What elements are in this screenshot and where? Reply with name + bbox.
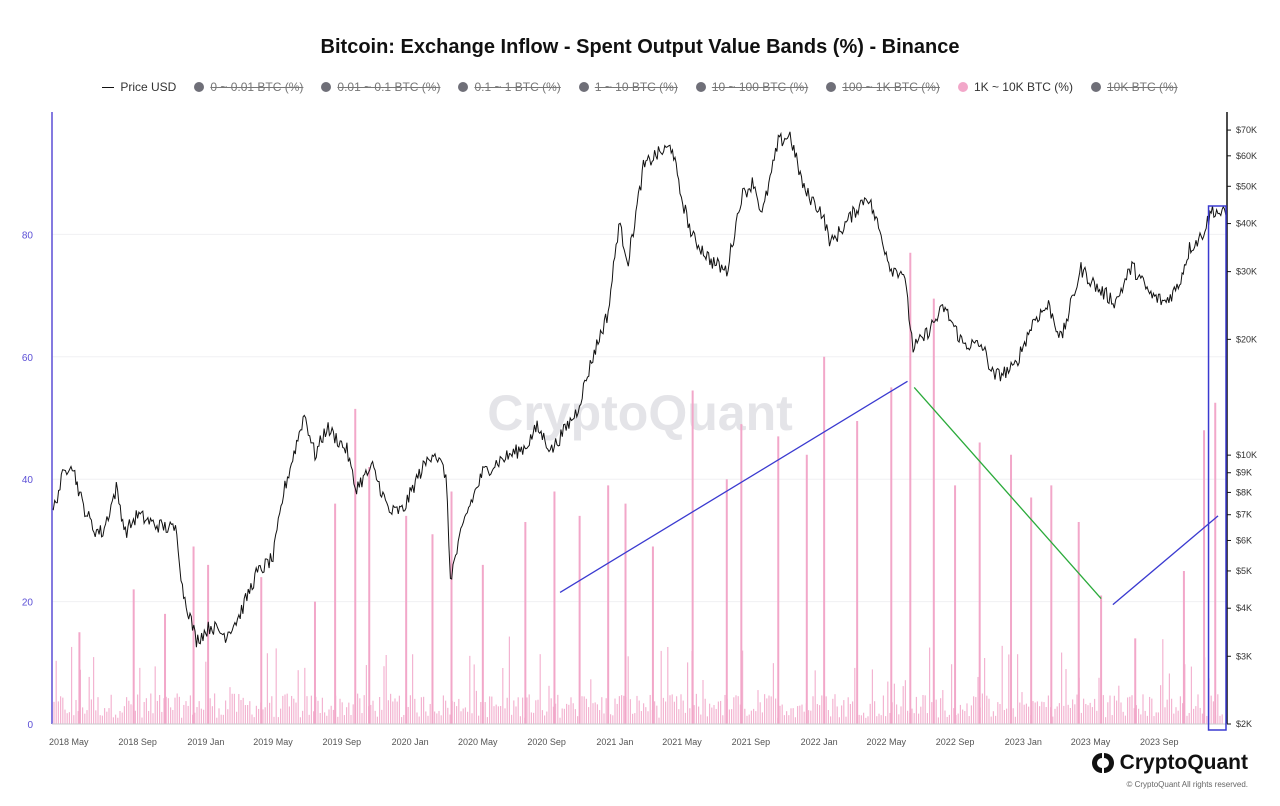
- chart-legend: Price USD 0 ~ 0.01 BTC (%) 0.01 ~ 0.1 BTC …: [0, 78, 1280, 96]
- legend-item[interactable]: 100 ~ 1K BTC (%): [826, 80, 940, 94]
- legend-label: 1K ~ 10K BTC (%): [973, 80, 1073, 94]
- trend-line: [1112, 515, 1219, 606]
- legend-item[interactable]: 10K BTC (%): [1090, 80, 1178, 94]
- legend-label: 1 ~ 10 BTC (%): [594, 80, 678, 94]
- copyright: © CryptoQuant All rights reserved.: [1126, 780, 1249, 789]
- x-tick-label: 2023 Sep: [1140, 737, 1179, 747]
- dot-swatch-icon: [458, 82, 469, 92]
- price-series: [51, 131, 1228, 648]
- line-swatch-icon: [102, 86, 115, 88]
- trend-line: [913, 386, 1102, 599]
- legend-label: 100 ~ 1K BTC (%): [842, 80, 940, 94]
- y-left-tick-label: 20: [22, 598, 34, 609]
- dot-swatch-icon: [194, 82, 205, 92]
- dot-swatch-icon: [957, 82, 968, 92]
- y-right-tick-label: $4K: [1236, 603, 1252, 613]
- dot-swatch-icon: [578, 82, 589, 92]
- dot-swatch-icon: [1090, 82, 1101, 92]
- legend-item[interactable]: 0.01 ~ 0.1 BTC (%): [321, 80, 440, 94]
- x-tick-label: 2023 May: [1071, 737, 1111, 747]
- legend-label: 10 ~ 100 BTC (%): [711, 80, 809, 94]
- y-left-tick-label: 40: [22, 475, 34, 486]
- legend-label: 0 ~ 0.01 BTC (%): [210, 80, 304, 94]
- x-tick-label: 2023 Jan: [1005, 737, 1042, 747]
- x-tick-label: 2020 Jan: [392, 737, 429, 747]
- dot-swatch-icon: [826, 82, 837, 92]
- legend-item[interactable]: 1K ~ 10K BTC (%): [957, 80, 1073, 94]
- bar-series: [53, 252, 1223, 724]
- price-line: [51, 131, 1228, 648]
- x-tick-label: 2020 Sep: [527, 737, 566, 747]
- legend-item[interactable]: 0.1 ~ 1 BTC (%): [458, 80, 561, 94]
- legend-item[interactable]: 10 ~ 100 BTC (%): [695, 80, 809, 94]
- legend-label: 10K BTC (%): [1106, 80, 1178, 94]
- y-right-tick-label: $50K: [1236, 181, 1257, 191]
- y-right-tick-label: $9K: [1236, 468, 1252, 478]
- brand-logo: CryptoQuant: [1090, 751, 1248, 775]
- y-right-tick-label: $40K: [1236, 219, 1257, 229]
- legend-label: 0.1 ~ 1 BTC (%): [474, 80, 561, 94]
- y-left-tick-label: 80: [22, 230, 34, 241]
- x-tick-label: 2021 Sep: [732, 737, 771, 747]
- legend-item[interactable]: 1 ~ 10 BTC (%): [578, 80, 678, 94]
- y-right-tick-label: $5K: [1236, 566, 1252, 576]
- y-right-tick-label: $70K: [1236, 125, 1257, 135]
- y-right-tick-label: $30K: [1236, 267, 1257, 277]
- legend-label: Price USD: [120, 80, 177, 94]
- axes: 0 20 40 60 80 $2K $3K $4K $5K $6K $7K $8K $9K $10K $20…: [22, 112, 1257, 747]
- legend-item[interactable]: Price USD: [102, 80, 176, 94]
- x-tick-label: 2019 Sep: [323, 737, 362, 747]
- x-tick-label: 2019 May: [253, 737, 293, 747]
- x-tick-label: 2020 May: [458, 737, 498, 747]
- x-tick-label: 2018 May: [49, 737, 89, 747]
- legend-label: 0.01 ~ 0.1 BTC (%): [337, 80, 441, 94]
- y-left-tick-label: 0: [27, 720, 33, 731]
- chart-title: Bitcoin: Exchange Inflow - Spent Output …: [320, 36, 960, 58]
- dot-swatch-icon: [321, 82, 332, 92]
- x-tick-label: 2022 May: [866, 737, 906, 747]
- y-right-tick-label: $8K: [1236, 487, 1252, 497]
- y-right-tick-label: $20K: [1236, 334, 1257, 344]
- x-tick-label: 2021 May: [662, 737, 702, 747]
- y-right-tick-label: $10K: [1236, 450, 1257, 460]
- dot-swatch-icon: [695, 82, 706, 92]
- x-tick-label: 2022 Jan: [801, 737, 838, 747]
- x-tick-label: 2022 Sep: [936, 737, 975, 747]
- highlight-box: [1207, 205, 1227, 731]
- legend-item[interactable]: 0 ~ 0.01 BTC (%): [194, 80, 303, 94]
- y-right-tick-label: $2K: [1236, 719, 1252, 729]
- x-tick-label: 2018 Sep: [118, 737, 157, 747]
- y-right-tick-label: $3K: [1236, 651, 1252, 661]
- y-right-tick-label: $60K: [1236, 151, 1257, 161]
- trend-line: [559, 380, 908, 593]
- x-tick-label: 2021 Jan: [596, 737, 633, 747]
- annotations: [559, 205, 1227, 731]
- cryptoquant-logo-icon: [1090, 751, 1114, 775]
- y-left-tick-label: 60: [22, 353, 34, 364]
- x-tick-label: 2019 Jan: [187, 737, 224, 747]
- brand-name: CryptoQuant: [1119, 751, 1248, 774]
- y-right-tick-label: $6K: [1236, 535, 1252, 545]
- y-right-tick-label: $7K: [1236, 510, 1252, 520]
